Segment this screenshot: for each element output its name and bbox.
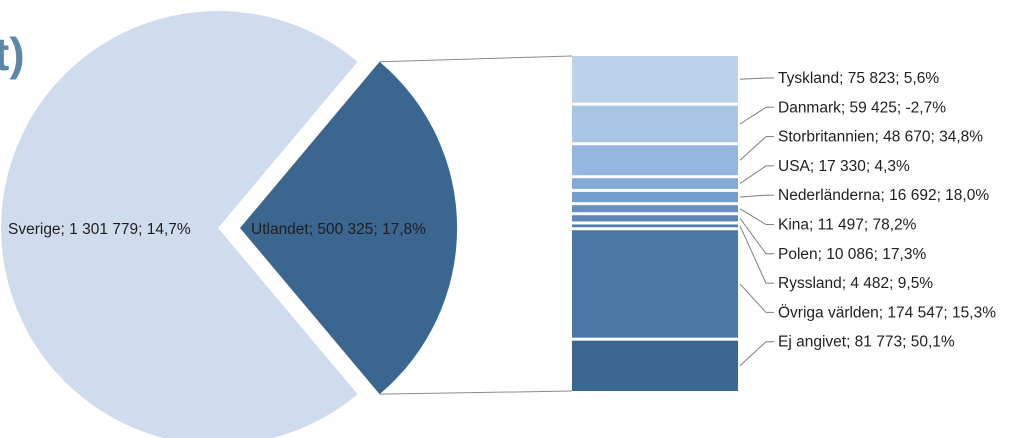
- bar-label-tyskland: Tyskland; 75 823; 5,6%: [778, 70, 939, 87]
- bar-segment-ej-angivet: [572, 340, 738, 391]
- bar-segment-nederlanderna: [572, 191, 738, 203]
- pie-slice-sverige: [1, 11, 358, 438]
- leader-line-nederlanderna: [739, 194, 774, 198]
- leader-line-usa: [739, 165, 774, 185]
- bar-label-polen: Polen; 10 086; 17,3%: [778, 246, 926, 263]
- pie: Sverige; 1 301 779; 14,7% Utlandet; 500 3…: [1, 11, 458, 438]
- bar-label-usa: USA; 17 330; 4,3%: [778, 158, 910, 175]
- bar-label-nederlanderna: Nederländerna; 16 692; 18,0%: [778, 187, 989, 204]
- bar-segment-ovriga-varlden: [572, 230, 738, 338]
- bar-label-ovriga-varlden: Övriga världen; 174 547; 15,3%: [778, 303, 996, 321]
- bar-label-storbritannien: Storbritannien; 48 670; 34,8%: [778, 129, 983, 146]
- bar-segment-ryssland: [572, 224, 738, 228]
- leader-line-polen: [739, 218, 774, 255]
- bar-segment-tyskland: [572, 56, 738, 103]
- connector-bottom: [379, 390, 573, 395]
- bar-label-danmark: Danmark; 59 425; -2,7%: [778, 99, 946, 116]
- chart-title-fragment: t): [0, 28, 25, 80]
- leader-line-storbritannien: [739, 136, 774, 161]
- pie-slice-utlandet: [240, 61, 458, 395]
- pie-label-sverige: Sverige; 1 301 779; 14,7%: [8, 221, 191, 238]
- leader-line-ovriga-varlden: [739, 283, 774, 313]
- bar-label-ryssland: Ryssland; 4 482; 9,5%: [778, 275, 933, 292]
- bar-label-kina: Kina; 11 497; 78,2%: [778, 217, 917, 234]
- leader-line-danmark: [739, 106, 774, 125]
- bar-label-ej-angivet: Ej angivet; 81 773; 50,1%: [778, 334, 955, 351]
- bar-segment-danmark: [572, 105, 738, 143]
- leader-line-kina: [739, 208, 774, 225]
- connector-top: [379, 55, 573, 63]
- stacked-bar: [572, 56, 738, 391]
- leader-line-tyskland: [739, 77, 774, 80]
- connector-lines: [379, 55, 573, 395]
- bar-labels: Tyskland; 75 823; 5,6% Danmark; 59 425; -…: [739, 70, 996, 367]
- bar-segment-polen: [572, 215, 738, 222]
- bar-segment-kina: [572, 205, 738, 213]
- pie-label-utlandet: Utlandet; 500 325; 17,8%: [251, 221, 426, 238]
- leader-line-ej-angivet: [739, 341, 774, 367]
- bar-segment-storbritannien: [572, 145, 738, 176]
- leader-line-ryssland: [739, 225, 774, 284]
- bar-segment-usa: [572, 178, 738, 189]
